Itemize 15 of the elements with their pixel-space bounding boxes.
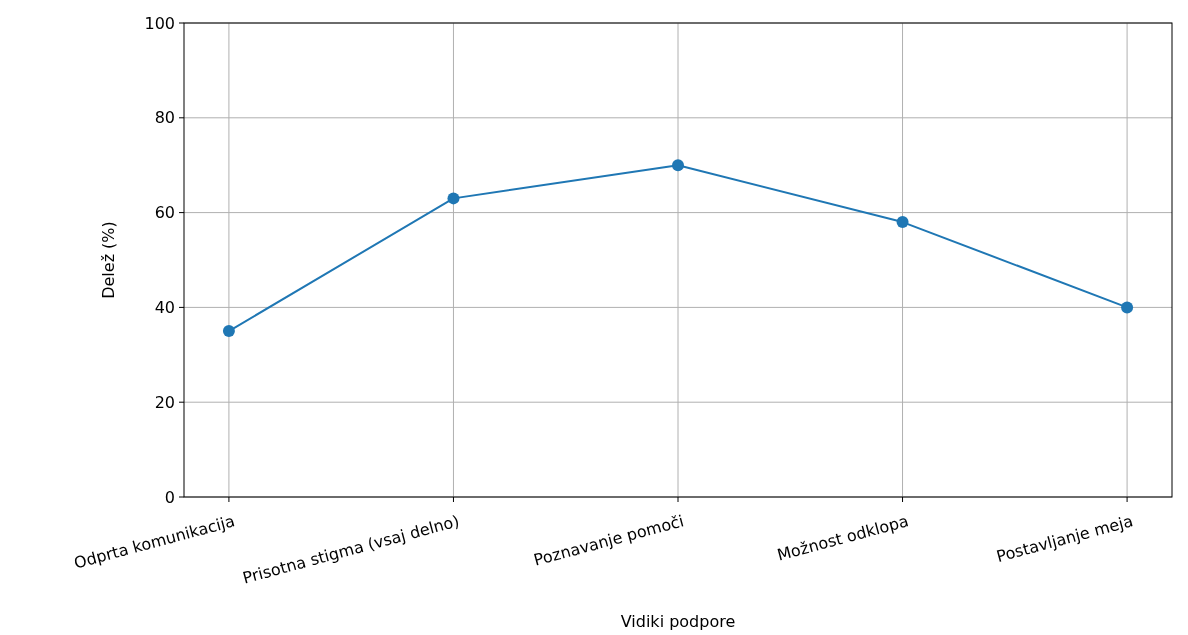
y-tick-label: 20	[154, 392, 175, 412]
y-tick-label: 100	[144, 13, 175, 33]
x-axis-title: Vidiki podpore	[620, 612, 736, 631]
y-tick-label: 0	[164, 487, 175, 507]
x-tick-label: Možnost odklopa	[775, 511, 911, 565]
x-tick-label: Prisotna stigma (vsaj delno)	[240, 511, 462, 588]
y-tick-label: 60	[154, 203, 175, 223]
y-tick-label: 40	[154, 298, 175, 317]
y-tick-label: 80	[154, 108, 175, 128]
point	[672, 159, 684, 172]
point	[896, 216, 909, 229]
point	[222, 325, 235, 338]
y-axis-title: Delež (%)	[99, 221, 118, 299]
point	[1121, 301, 1134, 314]
point	[447, 192, 460, 205]
